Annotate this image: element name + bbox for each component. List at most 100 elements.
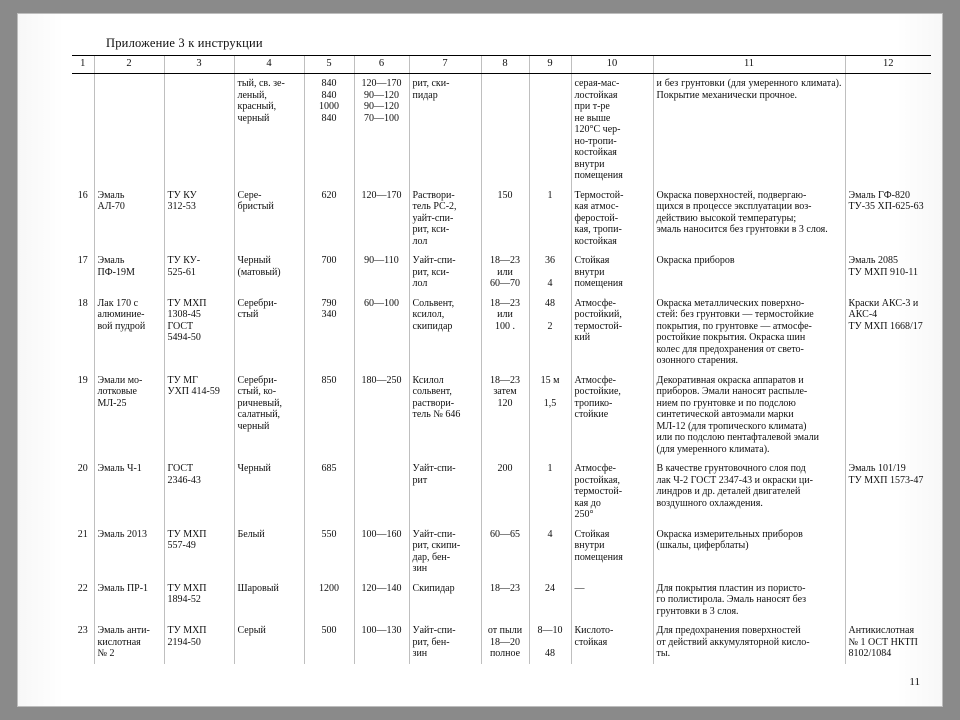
sheet-area: Приложение 3 к инструкции 1 2 3 4 5 6 7 … — [72, 36, 924, 688]
cell: 18 — [72, 294, 94, 371]
cell: от пыли18—20полное — [481, 621, 529, 664]
cell: 1 — [529, 459, 571, 525]
appendix-title: Приложение 3 к инструкции — [106, 36, 924, 51]
cell: 850 — [304, 371, 354, 460]
cell: Декоративная окраска аппаратов иприборов… — [653, 371, 845, 460]
cell: ТУ МХП2194-50 — [164, 621, 234, 664]
cell — [164, 74, 234, 186]
cell: 700 — [304, 251, 354, 294]
col-header: 7 — [409, 56, 481, 74]
cell — [845, 525, 931, 579]
table-row: 22Эмаль ПР-1ТУ МХП1894-52Шаровый1200120—… — [72, 579, 931, 622]
col-header: 2 — [94, 56, 164, 74]
cell: Сольвент,ксилол,скипидар — [409, 294, 481, 371]
cell: 1200 — [304, 579, 354, 622]
cell: Эмаль ГФ-820ТУ-35 ХП-625-63 — [845, 186, 931, 252]
cell: 21 — [72, 525, 94, 579]
cell: Эмали мо-лотковыеМЛ-25 — [94, 371, 164, 460]
cell: Стойкаявнутрипомещения — [571, 525, 653, 579]
cell: Эмаль 101/19ТУ МХП 1573-47 — [845, 459, 931, 525]
cell: и без грунтовки (для умеренного климата)… — [653, 74, 845, 186]
cell: 22 — [72, 579, 94, 622]
cell: 18—23или60—70 — [481, 251, 529, 294]
cell: 60—100 — [354, 294, 409, 371]
cell: Атмосфе-ростойкие,тропико-стойкие — [571, 371, 653, 460]
cell: серая-мас-лостойкаяпри т-рене выше120°С … — [571, 74, 653, 186]
cell: 17 — [72, 251, 94, 294]
cell: ГОСТ2346-43 — [164, 459, 234, 525]
cell: Скипидар — [409, 579, 481, 622]
cell: Уайт-спи-рит, кси-лол — [409, 251, 481, 294]
col-header: 8 — [481, 56, 529, 74]
col-header: 6 — [354, 56, 409, 74]
table-row: 20Эмаль Ч-1ГОСТ2346-43Черный685Уайт-спи-… — [72, 459, 931, 525]
cell — [845, 371, 931, 460]
cell: Эмаль Ч-1 — [94, 459, 164, 525]
cell: Окраска металлических поверхно-стей: без… — [653, 294, 845, 371]
table-row: тый, св. зе-леный,красный,черный84084010… — [72, 74, 931, 186]
cell: ЭмальПФ-19М — [94, 251, 164, 294]
cell: 8408401000840 — [304, 74, 354, 186]
table-body: тый, св. зе-леный,красный,черный84084010… — [72, 74, 931, 664]
cell: 200 — [481, 459, 529, 525]
cell: В качестве грунтовочного слоя подлак Ч-2… — [653, 459, 845, 525]
cell — [845, 579, 931, 622]
cell: Ксилолсольвент,раствори-тель № 646 — [409, 371, 481, 460]
cell: 482 — [529, 294, 571, 371]
cell: 16 — [72, 186, 94, 252]
cell: Раствори-тель РС-2,уайт-спи-рит, кси-лол — [409, 186, 481, 252]
cell — [94, 74, 164, 186]
col-header: 11 — [653, 56, 845, 74]
cell: Эмаль ПР-1 — [94, 579, 164, 622]
cell — [845, 74, 931, 186]
cell: Уайт-спи-рит — [409, 459, 481, 525]
col-header: 9 — [529, 56, 571, 74]
cell: 18—23 — [481, 579, 529, 622]
col-header: 4 — [234, 56, 304, 74]
cell: ТУ МХП1308-45ГОСТ5494-50 — [164, 294, 234, 371]
cell: Эмаль 2085ТУ МХП 910-11 — [845, 251, 931, 294]
col-header: 5 — [304, 56, 354, 74]
cell: Лак 170 салюминие-вой пудрой — [94, 294, 164, 371]
cell: 150 — [481, 186, 529, 252]
col-header: 3 — [164, 56, 234, 74]
table-row: 23Эмаль анти-кислотная№ 2ТУ МХП2194-50Се… — [72, 621, 931, 664]
table-row: 17ЭмальПФ-19МТУ КУ-525-61Черный(матовый)… — [72, 251, 931, 294]
cell: Антикислотная№ 1 ОСТ НКТП8102/1084 — [845, 621, 931, 664]
cell: Серый — [234, 621, 304, 664]
cell: Термостой-кая атмос-феростой-кая, тропи-… — [571, 186, 653, 252]
cell: 4 — [529, 525, 571, 579]
cell: Атмосфе-ростойкая,термостой-кая до250° — [571, 459, 653, 525]
page-number: 11 — [909, 676, 920, 688]
cell: 100—160 — [354, 525, 409, 579]
cell: 15 м1,5 — [529, 371, 571, 460]
col-header: 10 — [571, 56, 653, 74]
cell: 19 — [72, 371, 94, 460]
cell: Стойкаявнутрипомещения — [571, 251, 653, 294]
cell: 100—130 — [354, 621, 409, 664]
cell: Уайт-спи-рит, бен-зин — [409, 621, 481, 664]
cell: Атмосфе-ростойкий,термостой-кий — [571, 294, 653, 371]
cell: Шаровый — [234, 579, 304, 622]
cell: Для покрытия пластин из пористо-го полис… — [653, 579, 845, 622]
cell: ТУ КУ-525-61 — [164, 251, 234, 294]
table-row: 18Лак 170 салюминие-вой пудройТУ МХП1308… — [72, 294, 931, 371]
cell: 18—23затем120 — [481, 371, 529, 460]
cell: Эмаль анти-кислотная№ 2 — [94, 621, 164, 664]
cell: Уайт-спи-рит, скипи-дар, бен-зин — [409, 525, 481, 579]
cell: 620 — [304, 186, 354, 252]
cell: Окраска поверхностей, подвергаю-щихся в … — [653, 186, 845, 252]
data-table: 1 2 3 4 5 6 7 8 9 10 11 12 тый, св. зе-л… — [72, 55, 931, 664]
cell: Для предохранения поверхностейот действи… — [653, 621, 845, 664]
cell: тый, св. зе-леный,красный,черный — [234, 74, 304, 186]
cell: 180—250 — [354, 371, 409, 460]
cell — [72, 74, 94, 186]
cell: 685 — [304, 459, 354, 525]
cell: Черный — [234, 459, 304, 525]
cell: Окраска приборов — [653, 251, 845, 294]
cell: Окраска измерительных приборов(шкалы, ци… — [653, 525, 845, 579]
cell: 364 — [529, 251, 571, 294]
cell: 90—110 — [354, 251, 409, 294]
cell: Краски АКС-3 иАКС-4ТУ МХП 1668/17 — [845, 294, 931, 371]
cell: 1 — [529, 186, 571, 252]
